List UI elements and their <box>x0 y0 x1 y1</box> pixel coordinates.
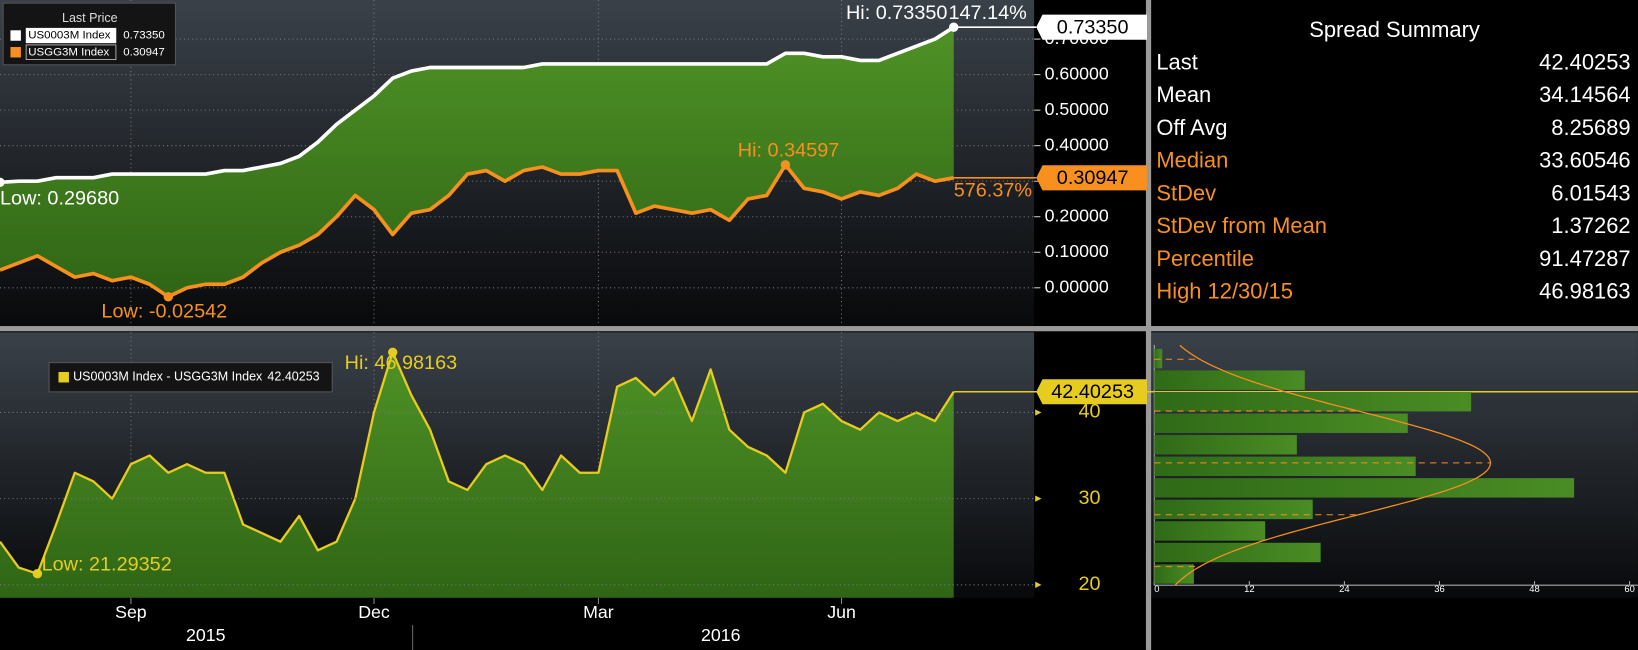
legend-swatch <box>10 30 21 41</box>
last-price-box <box>1036 379 1147 405</box>
legend-name: US0003M Index - USGG3M Index <box>73 370 263 384</box>
y-tick-label: 30 <box>1078 487 1100 509</box>
horizontal-divider <box>0 326 1638 332</box>
series-line <box>0 163 955 299</box>
change-label: 576.37% <box>954 180 1032 202</box>
summary-label: Last <box>1156 50 1197 75</box>
y-tick-label: 0.40000 <box>1045 134 1109 154</box>
annotation: Low: 0.29680 <box>0 187 119 209</box>
y-tick <box>1035 495 1042 502</box>
series-line <box>0 351 955 575</box>
y-tick-label: 0.10000 <box>1045 241 1109 261</box>
summary-label: StDev <box>1156 180 1216 205</box>
legend-value: 0.73350 <box>123 30 165 42</box>
last-price-label: 0.73350 <box>1057 16 1129 38</box>
legend-name: USGG3M Index <box>28 46 109 58</box>
hist-bar <box>1154 542 1321 563</box>
x-tick-label: 12 <box>1244 583 1254 594</box>
spread-fill <box>0 27 954 297</box>
extreme-marker <box>32 568 43 579</box>
legend-name-bg <box>25 44 117 60</box>
hist-bar <box>1154 456 1416 477</box>
y-tick-label: 0.50000 <box>1045 99 1109 119</box>
y-tick-label: 0.60000 <box>1045 63 1109 83</box>
x-tick-label: 24 <box>1339 583 1349 594</box>
summary-label: High 12/30/15 <box>1156 278 1293 303</box>
summary-value: 33.60546 <box>1539 148 1630 173</box>
y-tick-label: 0.20000 <box>1045 205 1109 225</box>
summary-value: 91.47287 <box>1539 246 1630 271</box>
extreme-marker <box>388 347 398 357</box>
legend-swatch <box>58 372 69 383</box>
annotation: Hi: 46.98163 <box>345 352 458 374</box>
summary-label: Percentile <box>1156 246 1254 271</box>
extreme-marker <box>780 160 791 170</box>
annotation: Low: 21.29352 <box>42 554 172 576</box>
hist-bar <box>1154 348 1163 369</box>
extreme-marker <box>0 177 5 188</box>
summary-label: Median <box>1156 148 1228 173</box>
year-label: 2016 <box>701 625 741 645</box>
series-area <box>0 352 954 598</box>
hist-bar <box>1154 413 1408 433</box>
legend-value: 42.40253 <box>267 370 319 384</box>
hist-bar <box>1154 370 1305 390</box>
y-tick-label: 40 <box>1078 401 1100 423</box>
year-label: 2015 <box>186 625 226 645</box>
x-tick-label: 60 <box>1624 583 1634 594</box>
legend-value: 0.30947 <box>123 46 165 58</box>
hist-bar <box>1154 391 1472 412</box>
summary-label: StDev from Mean <box>1156 213 1327 238</box>
legend-box <box>48 362 333 393</box>
summary-value: 34.14564 <box>1539 82 1630 107</box>
annotation: Hi: 0.34597 <box>738 140 839 162</box>
annotation: Hi: 0.73350 <box>846 2 947 24</box>
legend-swatch <box>10 47 21 58</box>
x-tick-label: 0 <box>1154 583 1159 594</box>
annotation: Low: -0.02542 <box>101 301 227 323</box>
y-tick-label: 0.00000 <box>1045 276 1109 296</box>
hist-bar <box>1154 564 1194 584</box>
x-tick-label: 48 <box>1529 583 1539 594</box>
x-tick-label: Jun <box>827 602 856 622</box>
series-line <box>0 25 955 185</box>
x-tick-label: Sep <box>115 602 147 622</box>
y-tick-label: 20 <box>1078 573 1100 595</box>
hist-bar <box>1154 478 1575 498</box>
last-price-box <box>1036 14 1147 40</box>
legend-title: Last Price <box>62 11 118 25</box>
summary-value: 6.01543 <box>1551 180 1630 205</box>
summary-value: 8.25689 <box>1551 115 1630 140</box>
x-tick-label: Mar <box>583 602 614 622</box>
summary-label: Off Avg <box>1156 115 1227 140</box>
vertical-divider <box>1145 0 1152 650</box>
summary-title: Spread Summary <box>1309 17 1480 42</box>
change-label: 147.14% <box>948 2 1026 24</box>
x-tick-label: 36 <box>1434 583 1444 594</box>
summary-value: 42.40253 <box>1539 50 1630 75</box>
y-tick <box>1035 409 1042 416</box>
extreme-marker <box>163 292 174 302</box>
hist-bar <box>1154 435 1297 455</box>
x-tick-label: Dec <box>358 602 390 622</box>
hist-bar <box>1154 499 1313 520</box>
legend-name: US0003M Index <box>28 30 111 42</box>
y-tick <box>1035 581 1042 588</box>
summary-label: Mean <box>1156 82 1211 107</box>
normal-curve <box>1174 344 1492 586</box>
summary-value: 1.37262 <box>1551 213 1630 238</box>
last-price-label: 42.40253 <box>1051 381 1134 403</box>
summary-value: 46.98163 <box>1539 278 1630 303</box>
hist-bar <box>1154 521 1266 541</box>
last-price-label: 0.30947 <box>1057 167 1129 189</box>
legend-name-bg <box>25 27 117 44</box>
last-price-box <box>1036 165 1147 191</box>
